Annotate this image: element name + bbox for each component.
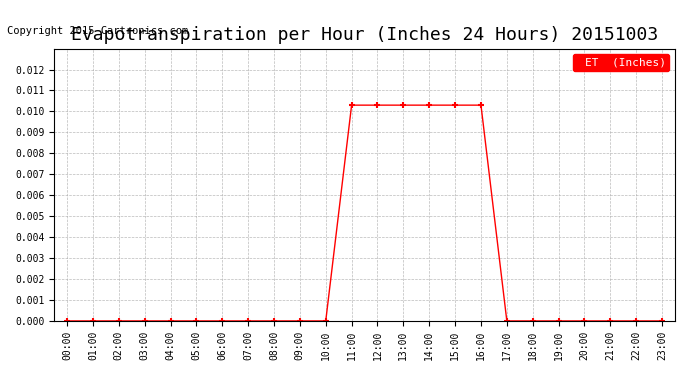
- Legend: ET  (Inches): ET (Inches): [573, 54, 669, 71]
- Title: Evapotranspiration per Hour (Inches 24 Hours) 20151003: Evapotranspiration per Hour (Inches 24 H…: [71, 26, 658, 44]
- Text: Copyright 2015 Cartronics.com: Copyright 2015 Cartronics.com: [7, 26, 188, 36]
